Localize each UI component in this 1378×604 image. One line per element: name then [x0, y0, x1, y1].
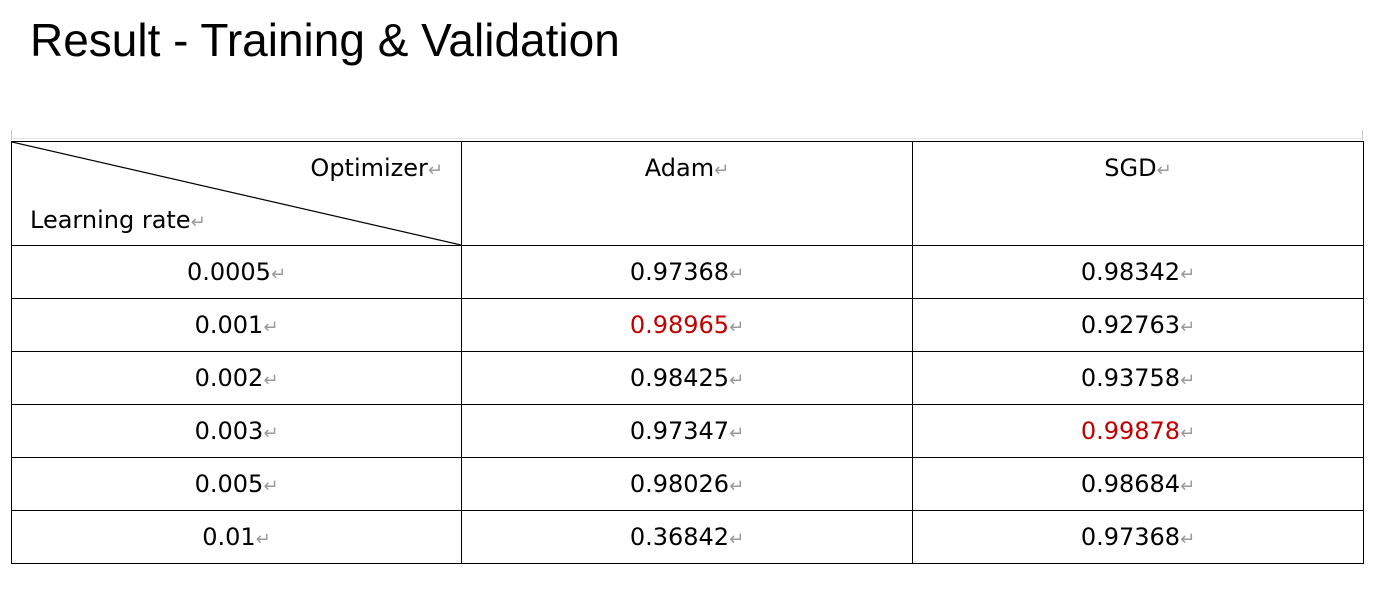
- adam-value-cell-best: 0.98965↵: [461, 298, 913, 352]
- learning-rate-cell: 0.005↵: [11, 457, 462, 511]
- paragraph-mark: ↵: [1156, 160, 1172, 181]
- header-row: Optimizer↵ Learning rate↵ Adam↵ SGD↵: [11, 141, 1364, 246]
- crop-mark-left: [11, 130, 12, 140]
- paragraph-mark: ↵: [190, 212, 206, 233]
- learning-rate-cell: 0.001↵: [11, 298, 462, 352]
- crop-mark-right: [1362, 130, 1363, 140]
- adam-value-cell: 0.97347↵: [461, 404, 913, 458]
- adam-value-cell: 0.36842↵: [461, 510, 913, 564]
- sgd-value-cell: 0.92763↵: [912, 298, 1364, 352]
- sgd-value-cell: 0.97368↵: [912, 510, 1364, 564]
- table-row: 0.002↵ 0.98425↵ 0.93758↵: [11, 351, 1364, 405]
- sgd-value-cell: 0.98684↵: [912, 457, 1364, 511]
- learning-rate-cell: 0.01↵: [11, 510, 462, 564]
- paragraph-mark: ↵: [427, 160, 443, 181]
- adam-value-cell: 0.98425↵: [461, 351, 913, 405]
- adam-value-cell: 0.97368↵: [461, 245, 913, 299]
- diagonal-divider: [12, 142, 461, 245]
- sgd-value-cell: 0.98342↵: [912, 245, 1364, 299]
- learning-rate-cell: 0.0005↵: [11, 245, 462, 299]
- column-header-adam: Adam↵: [461, 141, 913, 246]
- table-row: 0.005↵ 0.98026↵ 0.98684↵: [11, 457, 1364, 511]
- sgd-value-cell: 0.93758↵: [912, 351, 1364, 405]
- sgd-value-cell-best: 0.99878↵: [912, 404, 1364, 458]
- table-row: 0.003↵ 0.97347↵ 0.99878↵: [11, 404, 1364, 458]
- learning-rate-cell: 0.003↵: [11, 404, 462, 458]
- table-row: 0.01↵ 0.36842↵ 0.97368↵: [11, 510, 1364, 564]
- learning-rate-cell: 0.002↵: [11, 351, 462, 405]
- results-table: Optimizer↵ Learning rate↵ Adam↵ SGD↵ 0.0…: [11, 141, 1364, 564]
- column-header-sgd: SGD↵: [912, 141, 1364, 246]
- optimizer-header: Optimizer↵: [310, 154, 443, 182]
- paragraph-mark: ↵: [714, 160, 730, 181]
- table-top-edge: [11, 138, 1363, 139]
- corner-header-cell: Optimizer↵ Learning rate↵: [11, 141, 462, 246]
- table-row: 0.001↵ 0.98965↵ 0.92763↵: [11, 298, 1364, 352]
- adam-value-cell: 0.98026↵: [461, 457, 913, 511]
- slide-title: Result - Training & Validation: [30, 14, 620, 66]
- table-row: 0.0005↵ 0.97368↵ 0.98342↵: [11, 245, 1364, 299]
- learning-rate-header: Learning rate↵: [30, 206, 206, 234]
